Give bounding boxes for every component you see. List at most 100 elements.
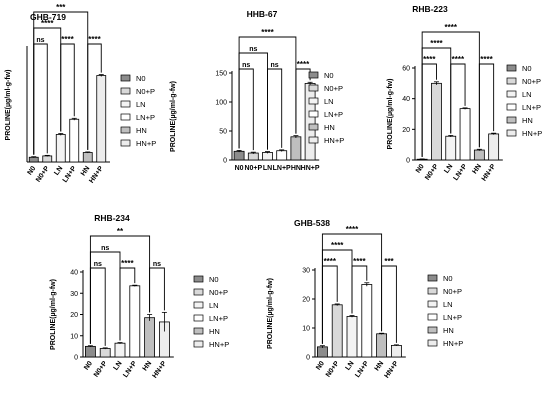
y-tick-label: 10: [70, 333, 78, 340]
legend-label: LN: [443, 300, 453, 309]
bar-n0: [233, 150, 245, 161]
bar-hn: [82, 152, 93, 163]
y-tick-label: 150: [215, 71, 227, 78]
significance-label: ****: [480, 55, 493, 64]
x-tick-label: LN+P: [62, 165, 78, 184]
legend-swatch: [506, 103, 517, 111]
legend-swatch: [120, 139, 131, 147]
significance-bracket: [238, 36, 297, 149]
bar-n0-plus-p: [99, 348, 111, 358]
legend-label: N0: [324, 71, 334, 80]
bar-hn: [376, 333, 388, 358]
legend-swatch: [427, 300, 438, 308]
significance-bracket: [33, 43, 48, 155]
legend-label: N0+P: [136, 87, 155, 96]
bar-ln: [55, 134, 66, 163]
bar-hn: [144, 317, 156, 358]
legend-swatch: [120, 74, 131, 82]
x-tick-label: HN+P: [383, 360, 400, 380]
x-tick-label: N0: [235, 165, 244, 172]
significance-label: ***: [56, 3, 66, 12]
significance-label: ****: [121, 259, 134, 268]
y-axis-label: PROLINE(µg/ml-g-fw): [267, 278, 274, 349]
y-axis-label: PROLINE(µg/ml-g-fw): [50, 279, 57, 350]
y-tick-label: 30: [302, 268, 310, 275]
significance-label: ns: [249, 46, 257, 53]
significance-label: ns: [153, 261, 161, 268]
legend-label: N0+P: [209, 288, 228, 297]
x-tick-label: LN: [345, 360, 356, 372]
y-tick-label: 100: [215, 100, 227, 107]
significance-label: ****: [452, 55, 465, 64]
chart-panel-rhb-223: RHB-223 PROLINE(µg/ml-g-fw) 0204060N0N0+…: [387, 4, 542, 183]
legend-label: LN+P: [136, 113, 155, 122]
chart-title: RHB-223: [412, 4, 448, 14]
legend-label: LN: [209, 301, 219, 310]
significance-bracket: [33, 11, 89, 155]
legend-swatch: [308, 136, 319, 144]
y-tick-label: 60: [402, 66, 410, 73]
legend-swatch: [506, 64, 517, 72]
chart-title: HHB-67: [247, 9, 278, 19]
significance-label: ****: [346, 225, 359, 234]
significance-label: ns: [242, 62, 250, 69]
bar-n0-plus-p: [42, 155, 53, 163]
x-tick-label: N0: [83, 360, 94, 371]
legend-swatch: [506, 129, 517, 137]
legend-label: HN+P: [522, 129, 542, 138]
bar-ln-plus-p: [276, 150, 288, 161]
legend-swatch: [120, 126, 131, 134]
x-tick-label: HN+P: [88, 165, 105, 185]
legend-swatch: [506, 90, 517, 98]
y-tick-label: 20: [70, 312, 78, 319]
legend-swatch: [308, 110, 319, 118]
significance-label: ****: [423, 55, 436, 64]
significance-bracket: [421, 31, 480, 157]
x-tick-label: HN: [291, 165, 301, 172]
legend-label: HN+P: [136, 139, 156, 148]
bar-ln: [262, 152, 273, 161]
legend-swatch: [193, 275, 204, 283]
significance-label: ****: [41, 19, 54, 28]
y-tick-label: 0: [223, 158, 227, 165]
legend-label: LN+P: [324, 110, 343, 119]
y-axis-label: PROLINE(µg/ml-g-fw): [170, 81, 177, 152]
x-tick-label: LN: [53, 165, 64, 177]
legend-label: N0: [209, 275, 219, 284]
legend-label: LN+P: [443, 313, 462, 322]
significance-label: ns: [271, 62, 279, 69]
bar-ln: [346, 315, 358, 358]
legend-swatch: [427, 339, 438, 347]
significance-bracket: [238, 68, 254, 151]
legend-label: HN+P: [209, 340, 229, 349]
x-tick-label: N0+P: [93, 360, 109, 379]
chart-panel-hhb-67: HHB-67 PROLINE(µg/ml-g-fw) 0 50 100 150 N0 N0…: [170, 9, 344, 172]
legend-swatch: [308, 84, 319, 92]
y-tick-label: 40: [402, 96, 410, 103]
significance-label: ****: [353, 257, 366, 266]
significance-label: **: [117, 227, 124, 236]
legend-label: HN+P: [324, 136, 344, 145]
legend-label: N0: [136, 74, 146, 83]
y-tick-label: 40: [70, 270, 78, 277]
bar-ln-plus-p: [459, 108, 471, 161]
bar-ln: [445, 135, 457, 161]
bar-ln: [114, 342, 126, 358]
bar-n0: [316, 346, 328, 358]
legend-label: HN: [136, 126, 147, 135]
bar-n0: [85, 345, 96, 358]
legend-swatch: [506, 77, 517, 85]
bar-ln-plus-p: [69, 118, 80, 163]
legend-swatch: [193, 314, 204, 322]
chart-title: GHB-719: [30, 12, 66, 22]
x-tick-label: HN: [80, 165, 92, 177]
x-tick-label: LN+P: [273, 165, 291, 172]
x-tick-label: N0+P: [35, 165, 51, 184]
bar-ln-plus-p: [129, 285, 141, 358]
legend-label: HN: [522, 116, 533, 125]
legend-swatch: [427, 287, 438, 295]
x-tick-label: HN+P: [151, 360, 168, 380]
bar-hn: [473, 149, 485, 161]
y-tick-label: 50: [219, 129, 227, 136]
y-tick-label: 0: [406, 158, 410, 165]
